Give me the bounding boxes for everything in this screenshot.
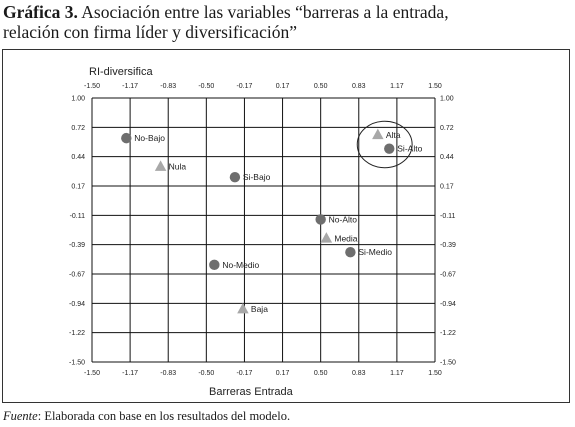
scatter-chart: -1.50 -1.50 -1.17 -1.17 -0.83 -0.83 -0.50 -0.50…: [69, 66, 456, 398]
y-tick-label-right: 0.72: [440, 125, 454, 132]
x-tick-label-top: 0.17: [276, 83, 290, 90]
x-tick-label-bottom: -1.17: [122, 370, 138, 377]
point-label-no-bajo: No-Bajo: [134, 133, 165, 143]
x-tick-label-top: -0.50: [198, 83, 214, 90]
point-label-baja: Baja: [251, 304, 268, 314]
x-tick-label-bottom: 1.50: [428, 370, 442, 377]
x-tick-label-top: 0.50: [314, 83, 328, 90]
y-tick-label-right: -1.50: [440, 360, 456, 367]
y-tick-label-right: 0.17: [440, 184, 454, 191]
point-label-no-medio: No-Medio: [222, 260, 259, 270]
x-tick-label-bottom: 0.83: [352, 370, 366, 377]
y-tick-label-right: 1.00: [440, 96, 454, 103]
x-tick-label-top: -1.17: [122, 83, 138, 90]
title-label: Gráfica 3.: [3, 2, 78, 22]
point-label-media: Media: [334, 233, 357, 243]
x-tick-label-bottom: 1.17: [390, 370, 404, 377]
y-tick-label-left: -0.67: [69, 272, 85, 279]
point-label-no-alto: No-Alto: [329, 214, 358, 224]
y-tick-label-right: 0.44: [440, 154, 454, 161]
point-si-bajo: [229, 172, 241, 183]
y-tick-label-left: 1.00: [71, 96, 85, 103]
y-tick-label-right: -0.39: [440, 242, 456, 249]
title-line-2: relación con firma líder y diversificaci…: [3, 22, 571, 42]
x-tick-label-bottom: 0.17: [276, 370, 290, 377]
point-media: [320, 232, 333, 243]
title-text-2: relación con firma líder y diversificaci…: [3, 22, 297, 42]
x-tick-label-bottom: -0.17: [236, 370, 252, 377]
y-tick-label-left: 0.72: [71, 125, 85, 132]
y-tick-label-left: -0.94: [69, 301, 85, 308]
x-tick-label-top: -0.17: [236, 83, 252, 90]
x-tick-label-top: -0.83: [160, 83, 176, 90]
point-alta: [372, 128, 384, 140]
y-tick-label-right: -1.22: [440, 330, 456, 337]
x-tick-label-bottom: -0.83: [160, 370, 176, 377]
y-tick-label-left: -1.22: [69, 330, 85, 337]
source-label: Fuente: [3, 409, 38, 423]
point-no-medio: [209, 259, 220, 271]
point-nula: [154, 160, 167, 171]
x-tick-label-top: 0.83: [352, 83, 366, 90]
point-si-medio: [345, 246, 356, 258]
title-line-1: Gráfica 3. Asociación entre las variable…: [3, 2, 571, 22]
y-tick-label-left: -0.11: [70, 213, 86, 220]
chart-frame: -1.50 -1.50 -1.17 -1.17 -0.83 -0.83 -0.50 -0.50…: [2, 49, 570, 403]
y-tick-label-left: -1.50: [69, 360, 85, 367]
y-tick-label-left: -0.39: [69, 242, 85, 249]
point-label-si-alto: Si-Alto: [397, 144, 422, 154]
point-label-si-medio: Si-Medio: [358, 247, 392, 257]
x-tick-label-top: 1.17: [390, 83, 404, 90]
y-tick-label-right: -0.94: [440, 301, 456, 308]
y-tick-label-left: 0.17: [71, 184, 85, 191]
point-label-si-bajo: Si-Bajo: [243, 172, 271, 182]
point-no-alto: [315, 214, 326, 225]
x-axis-label: Barreras Entrada: [209, 386, 294, 398]
y-tick-label-right: -0.67: [440, 272, 456, 279]
x-tick-label-bottom: -1.50: [84, 370, 100, 377]
x-tick-label-top: -1.50: [84, 83, 100, 90]
x-tick-label-bottom: -0.50: [198, 370, 214, 377]
y-tick-label-left: 0.44: [71, 154, 85, 161]
point-label-nula: Nula: [169, 162, 187, 172]
y-axis-label: RI-diversifica: [89, 66, 153, 78]
point-baja: [237, 302, 249, 314]
title-text-1: Asociación entre las variables “barreras…: [81, 2, 449, 22]
point-si-alto: [384, 143, 395, 154]
point-no-bajo: [121, 132, 132, 144]
highlight-ellipse: [356, 120, 413, 169]
figure-title: Gráfica 3. Asociación entre las variable…: [3, 2, 571, 42]
x-tick-label-bottom: 0.50: [314, 370, 328, 377]
y-tick-label-right: -0.11: [440, 213, 456, 220]
source-text: : Elaborada con base en los resultados d…: [37, 409, 291, 423]
point-label-alta: Alta: [386, 130, 401, 140]
x-tick-label-top: 1.50: [428, 83, 442, 90]
source-note: Fuente: Elaborada con base en los result…: [3, 409, 290, 424]
